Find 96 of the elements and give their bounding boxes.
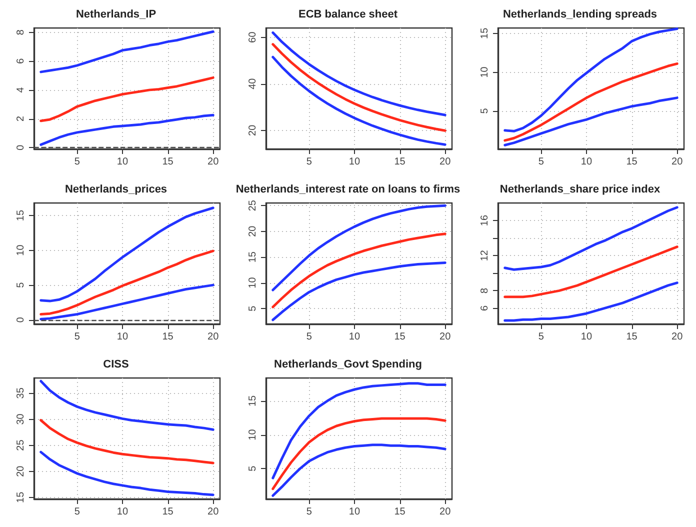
y-tick-label: 0 (16, 144, 26, 150)
chart-title: Netherlands_prices (64, 184, 168, 196)
x-tick-label: 10 (348, 506, 360, 518)
chart-title: Netherlands_interest rate on loans to firms (236, 184, 460, 196)
y-tick-label: 8 (16, 29, 26, 36)
chart-title: Netherlands_share price index (500, 184, 661, 196)
x-tick-label: 10 (116, 156, 128, 168)
y-tick-label: 6 (16, 58, 26, 64)
y-tick-label: 0 (16, 316, 26, 323)
y-tick-label: 15 (16, 491, 26, 503)
y-tick-label: 8 (480, 287, 490, 294)
y-tick-label: 60 (248, 31, 258, 43)
line-series (40, 30, 214, 74)
x-tick-label: 10 (348, 156, 360, 168)
y-tick-label: 12 (480, 250, 490, 262)
x-tick-label: 10 (580, 156, 592, 168)
x-tick-label: 15 (394, 506, 406, 518)
y-tick-label: 2 (16, 116, 26, 122)
x-tick-label: 20 (440, 156, 452, 168)
line-series (40, 418, 214, 464)
x-tick-label: 10 (580, 332, 592, 342)
chart-title: CISS (103, 358, 129, 370)
line-series (40, 76, 214, 122)
y-tick-label: 20 (16, 465, 26, 477)
x-tick-label: 15 (162, 506, 174, 518)
y-tick-label: 4 (16, 86, 26, 93)
line-series (272, 31, 446, 116)
line-series (40, 450, 214, 496)
line-series (504, 96, 678, 146)
y-tick-label: 20 (248, 225, 258, 237)
x-tick-label: 5 (74, 506, 80, 518)
x-tick-label: 15 (626, 332, 638, 342)
line-series (272, 232, 446, 308)
y-tick-label: 5 (480, 108, 490, 114)
y-tick-label: 40 (248, 78, 258, 90)
line-series (40, 206, 214, 302)
x-tick-label: 20 (208, 332, 220, 342)
x-tick-label: 15 (162, 156, 174, 168)
x-tick-label: 15 (394, 156, 406, 168)
line-series (504, 28, 678, 132)
line-series (272, 261, 446, 322)
x-tick-label: 20 (440, 506, 452, 518)
x-tick-label: 10 (116, 506, 128, 518)
x-tick-label: 20 (672, 332, 684, 342)
line-series (272, 43, 446, 132)
x-tick-label: 5 (306, 506, 312, 518)
y-tick-label: 6 (480, 305, 490, 311)
line-series (40, 250, 214, 316)
x-tick-label: 15 (162, 332, 174, 342)
x-tick-label: 5 (306, 156, 312, 168)
chart-title: ECB balance sheet (298, 8, 398, 20)
x-tick-label: 5 (74, 332, 80, 342)
y-tick-label: 15 (248, 251, 258, 263)
y-tick-label: 5 (248, 305, 258, 312)
x-tick-label: 15 (626, 156, 638, 168)
y-tick-label: 15 (248, 394, 258, 407)
y-tick-label: 5 (16, 282, 26, 288)
line-series (504, 246, 678, 298)
y-tick-label: 35 (16, 387, 26, 399)
line-series (504, 206, 678, 271)
y-tick-label: 25 (248, 200, 258, 212)
x-tick-label: 10 (116, 332, 128, 342)
line-series (272, 444, 446, 497)
line-series (40, 284, 214, 320)
line-series (272, 417, 446, 490)
y-tick-label: 10 (248, 276, 258, 288)
x-tick-label: 20 (440, 332, 452, 342)
x-tick-label: 10 (348, 332, 360, 342)
chart-title: Netherlands_Govt Spending (274, 358, 422, 370)
line-series (504, 62, 678, 142)
y-tick-label: 5 (248, 465, 258, 472)
y-tick-label: 20 (248, 124, 258, 136)
x-tick-label: 5 (74, 156, 80, 168)
x-tick-label: 20 (672, 156, 684, 168)
line-series (40, 114, 214, 146)
line-series (272, 204, 446, 292)
y-tick-label: 10 (480, 66, 490, 78)
y-tick-label: 15 (16, 210, 26, 222)
x-tick-label: 20 (208, 156, 220, 168)
line-series (504, 282, 678, 322)
x-tick-label: 5 (306, 332, 312, 342)
y-tick-label: 10 (16, 244, 26, 256)
x-tick-label: 5 (538, 332, 544, 342)
y-tick-label: 30 (16, 413, 26, 425)
y-tick-label: 15 (480, 27, 490, 39)
y-tick-label: 10 (248, 428, 258, 440)
x-tick-label: 15 (394, 332, 406, 342)
line-series (272, 382, 446, 480)
chart-title: Netherlands_lending spreads (502, 8, 658, 20)
line-series (272, 56, 446, 146)
y-tick-label: 25 (16, 439, 26, 451)
chart-title: Netherlands_IP (76, 8, 156, 20)
y-tick-label: 16 (480, 214, 490, 226)
x-tick-label: 5 (538, 156, 544, 168)
x-tick-label: 20 (208, 506, 220, 518)
line-series (40, 380, 214, 431)
